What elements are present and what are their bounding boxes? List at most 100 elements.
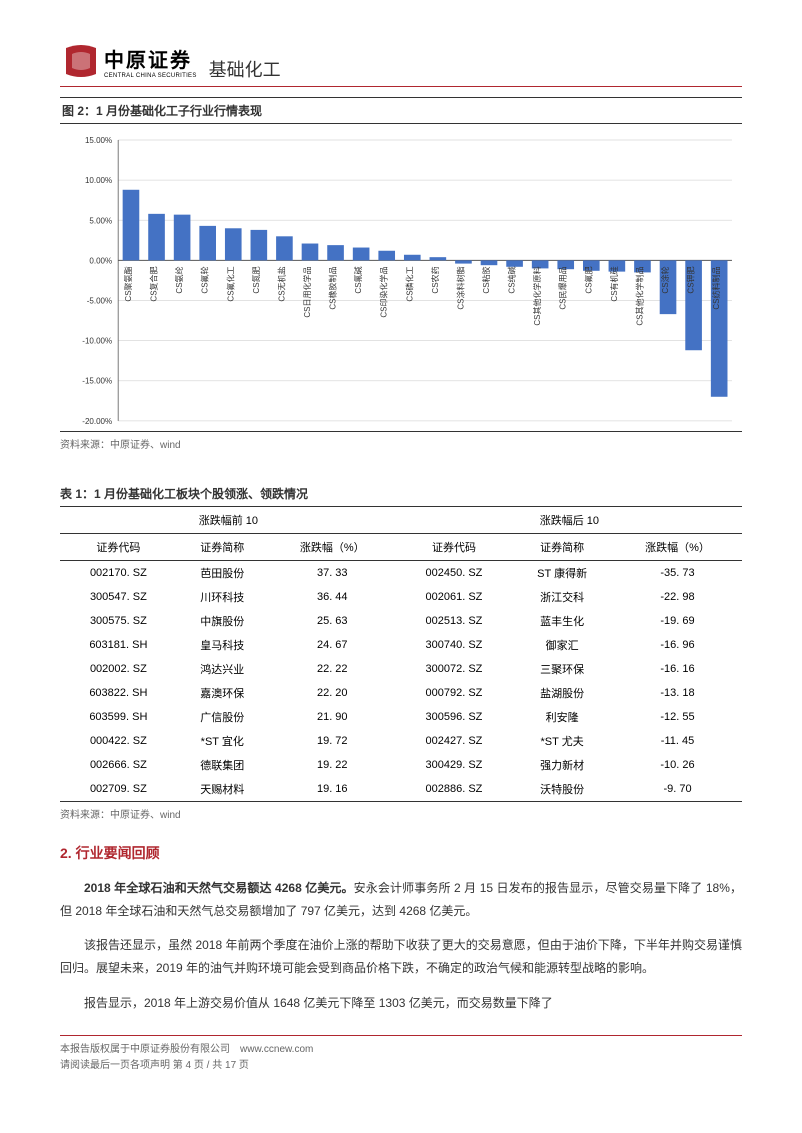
svg-text:CS复合肥: CS复合肥 bbox=[149, 266, 159, 301]
table-cell: 22. 22 bbox=[268, 657, 397, 681]
table-cell: 24. 67 bbox=[268, 633, 397, 657]
svg-text:15.00%: 15.00% bbox=[85, 136, 112, 145]
svg-text:-10.00%: -10.00% bbox=[82, 337, 112, 346]
table-cell: 603822. SH bbox=[60, 681, 177, 705]
table-cell: 强力新材 bbox=[511, 753, 613, 777]
table-cell: -12. 55 bbox=[613, 705, 742, 729]
table-cell: -13. 18 bbox=[613, 681, 742, 705]
bar-chart-svg: 15.00%10.00%5.00%0.00%-5.00%-10.00%-15.0… bbox=[60, 130, 742, 431]
table-cell: 25. 63 bbox=[268, 609, 397, 633]
section2-heading: 2. 行业要闻回顾 bbox=[60, 843, 742, 863]
table-group-row: 涨跌幅前 10 涨跌幅后 10 bbox=[60, 506, 742, 533]
table-cell: 中旗股份 bbox=[177, 609, 268, 633]
svg-text:CS有机硅: CS有机硅 bbox=[609, 266, 619, 301]
table-cell: 21. 90 bbox=[268, 705, 397, 729]
table-cell: 002709. SZ bbox=[60, 777, 177, 802]
table-cell: 002513. SZ bbox=[397, 609, 512, 633]
table-cell: 300740. SZ bbox=[397, 633, 512, 657]
table-cell: 鸿达兴业 bbox=[177, 657, 268, 681]
table-cell: 603181. SH bbox=[60, 633, 177, 657]
para2: 该报告还显示，虽然 2018 年前两个季度在油价上涨的帮助下收获了更大的交易意愿… bbox=[60, 934, 742, 980]
logo-mark-icon bbox=[60, 40, 102, 82]
svg-text:CS纯碱: CS纯碱 bbox=[507, 266, 517, 293]
doc-title: 基础化工 bbox=[209, 56, 281, 82]
table-cell: 皇马科技 bbox=[177, 633, 268, 657]
table-cell: 芭田股份 bbox=[177, 560, 268, 585]
table-cell: 002002. SZ bbox=[60, 657, 177, 681]
table-row: 002170. SZ芭田股份37. 33002450. SZST 康得新-35.… bbox=[60, 560, 742, 585]
page-header: 中原证券 CENTRAL CHINA SECURITIES 基础化工 bbox=[60, 40, 742, 87]
svg-text:-5.00%: -5.00% bbox=[87, 297, 112, 306]
logo-en: CENTRAL CHINA SECURITIES bbox=[104, 73, 197, 79]
svg-text:CS聚氨酯: CS聚氨酯 bbox=[123, 266, 133, 301]
table-cell: 002170. SZ bbox=[60, 560, 177, 585]
svg-text:CS氟化工: CS氟化工 bbox=[225, 266, 235, 301]
page-root: 中原证券 CENTRAL CHINA SECURITIES 基础化工 图 2：1… bbox=[0, 0, 802, 1104]
svg-text:CS无机盐: CS无机盐 bbox=[276, 266, 286, 301]
logo-block: 中原证券 CENTRAL CHINA SECURITIES bbox=[60, 40, 197, 82]
table-cell: 19. 22 bbox=[268, 753, 397, 777]
table-cell: 300547. SZ bbox=[60, 585, 177, 609]
svg-text:10.00%: 10.00% bbox=[85, 176, 112, 185]
svg-text:CS氮肥: CS氮肥 bbox=[251, 266, 261, 293]
table-cell: 三聚环保 bbox=[511, 657, 613, 681]
logo-cn: 中原证券 bbox=[104, 44, 197, 73]
table-row: 002709. SZ天赐材料19. 16002886. SZ沃特股份-9. 70 bbox=[60, 777, 742, 802]
table-cell: 嘉澳环保 bbox=[177, 681, 268, 705]
table-col-header: 涨跌幅（%） bbox=[268, 533, 397, 560]
svg-text:-20.00%: -20.00% bbox=[82, 417, 112, 426]
para1: 2018 年全球石油和天然气交易额达 4268 亿美元。安永会计师事务所 2 月… bbox=[60, 877, 742, 923]
svg-text:CS橡胶制品: CS橡胶制品 bbox=[328, 266, 338, 309]
table-cell: 22. 20 bbox=[268, 681, 397, 705]
para3: 报告显示，2018 年上游交易价值从 1648 亿美元下降至 1303 亿美元，… bbox=[60, 992, 742, 1015]
svg-text:CS其他化学制品: CS其他化学制品 bbox=[634, 266, 644, 325]
svg-text:CS民爆用品: CS民爆用品 bbox=[558, 266, 568, 309]
table-cell: -19. 69 bbox=[613, 609, 742, 633]
table-cell: 御家汇 bbox=[511, 633, 613, 657]
table-cell: 天赐材料 bbox=[177, 777, 268, 802]
table-cell: 浙江交科 bbox=[511, 585, 613, 609]
table-row: 000422. SZ*ST 宜化19. 72002427. SZ*ST 尤夫-1… bbox=[60, 729, 742, 753]
table-row: 002002. SZ鸿达兴业22. 22300072. SZ三聚环保-16. 1… bbox=[60, 657, 742, 681]
table-col-header: 证券简称 bbox=[177, 533, 268, 560]
page-footer: 本报告版权属于中原证券股份有限公司 www.ccnew.com 请阅读最后一页各… bbox=[60, 1035, 742, 1074]
table-cell: 002427. SZ bbox=[397, 729, 512, 753]
group-right: 涨跌幅后 10 bbox=[397, 506, 742, 533]
table-cell: 蓝丰生化 bbox=[511, 609, 613, 633]
table-cell: 002450. SZ bbox=[397, 560, 512, 585]
table1-source: 资料来源：中原证券、wind bbox=[60, 802, 742, 825]
svg-text:CS氟肥: CS氟肥 bbox=[583, 266, 593, 293]
table-cell: -11. 45 bbox=[613, 729, 742, 753]
footer-line1: 本报告版权属于中原证券股份有限公司 www.ccnew.com bbox=[60, 1042, 742, 1058]
group-left: 涨跌幅前 10 bbox=[60, 506, 397, 533]
table-row: 300547. SZ川环科技36. 44002061. SZ浙江交科-22. 9… bbox=[60, 585, 742, 609]
table-cell: -9. 70 bbox=[613, 777, 742, 802]
para1-bold: 2018 年全球石油和天然气交易额达 4268 亿美元。 bbox=[84, 881, 354, 895]
svg-text:CS纺料制品: CS纺料制品 bbox=[711, 266, 721, 309]
svg-text:CS涂轮: CS涂轮 bbox=[660, 266, 670, 293]
table-col-header: 证券简称 bbox=[511, 533, 613, 560]
table-cell: 36. 44 bbox=[268, 585, 397, 609]
table-cell: 002886. SZ bbox=[397, 777, 512, 802]
table-cell: 002061. SZ bbox=[397, 585, 512, 609]
svg-text:CS磷化工: CS磷化工 bbox=[404, 266, 414, 301]
table-cell: -35. 73 bbox=[613, 560, 742, 585]
svg-text:CS氟轮: CS氟轮 bbox=[200, 266, 210, 293]
stock-table: 涨跌幅前 10 涨跌幅后 10 证券代码证券简称涨跌幅（%）证券代码证券简称涨跌… bbox=[60, 506, 742, 802]
table-cell: -16. 16 bbox=[613, 657, 742, 681]
table-row: 002666. SZ德联集团19. 22300429. SZ强力新材-10. 2… bbox=[60, 753, 742, 777]
svg-text:CS氟碱: CS氟碱 bbox=[353, 266, 363, 293]
svg-text:CS氨纶: CS氨纶 bbox=[174, 266, 184, 293]
figure2-source: 资料来源：中原证券、wind bbox=[60, 431, 742, 455]
table-cell: 德联集团 bbox=[177, 753, 268, 777]
figure2-title: 图 2：1 月份基础化工子行业行情表现 bbox=[60, 97, 742, 124]
table-cell: 000792. SZ bbox=[397, 681, 512, 705]
svg-text:CS农药: CS农药 bbox=[430, 266, 440, 293]
table-row: 603822. SH嘉澳环保22. 20000792. SZ盐湖股份-13. 1… bbox=[60, 681, 742, 705]
table-cell: -22. 98 bbox=[613, 585, 742, 609]
table-row: 603599. SH广信股份21. 90300596. SZ利安隆-12. 55 bbox=[60, 705, 742, 729]
table-col-header: 证券代码 bbox=[60, 533, 177, 560]
table-cell: 盐湖股份 bbox=[511, 681, 613, 705]
table-cell: *ST 宜化 bbox=[177, 729, 268, 753]
table-cell: 19. 16 bbox=[268, 777, 397, 802]
